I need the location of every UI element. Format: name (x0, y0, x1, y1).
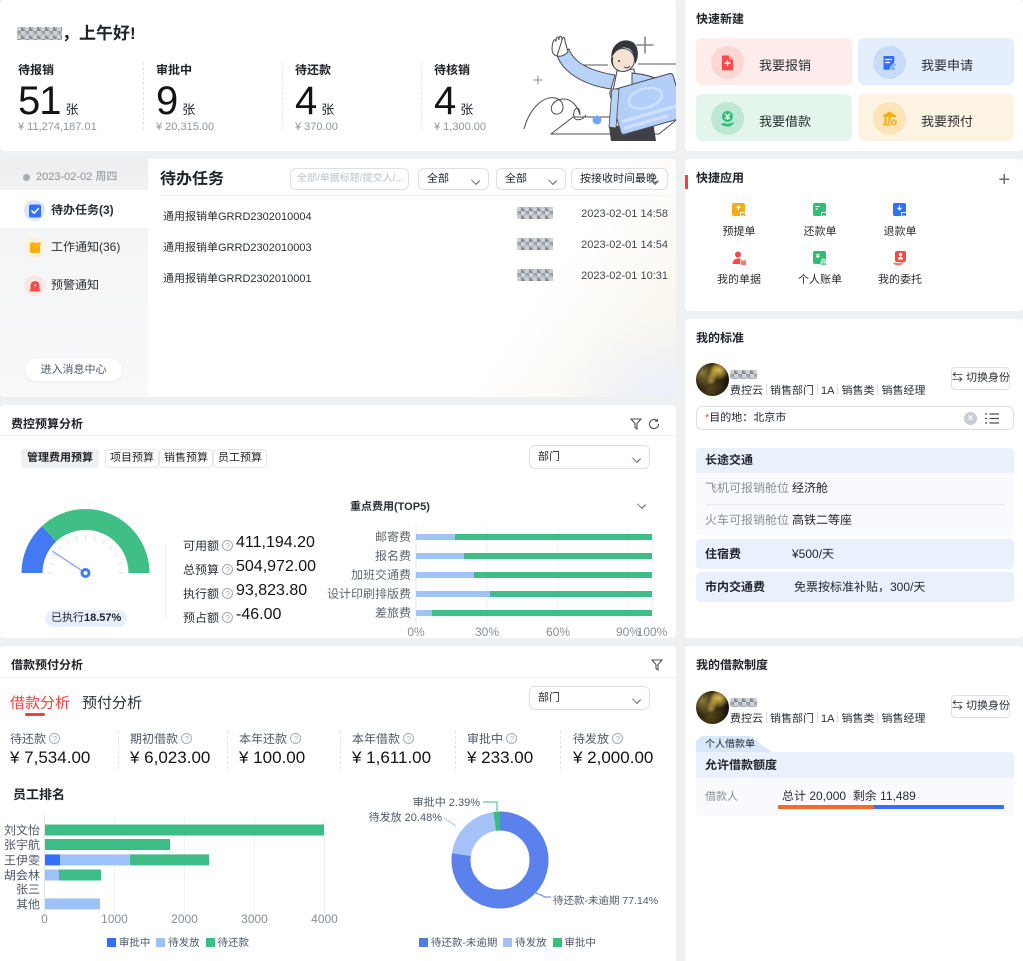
svg-text:张三: 张三 (16, 883, 40, 897)
svg-text:90%: 90% (616, 625, 640, 637)
svg-text:王伊雯: 王伊雯 (4, 853, 40, 867)
svg-text:邮寄费: 邮寄费 (375, 530, 411, 544)
svg-text:差旅费: 差旅费 (375, 606, 411, 620)
svg-text:3000: 3000 (241, 912, 268, 926)
svg-text:审批中 2.39%: 审批中 2.39% (413, 796, 480, 809)
svg-text:¥: ¥ (892, 120, 896, 126)
svg-text:胡会林: 胡会林 (4, 869, 40, 883)
svg-text:100%: 100% (637, 625, 668, 637)
svg-text:其他: 其他 (16, 897, 40, 911)
svg-text:张宇航: 张宇航 (4, 838, 40, 852)
svg-text:0: 0 (41, 912, 48, 926)
svg-text:2000: 2000 (171, 912, 198, 926)
svg-text:待还款-未逾期 77.14%: 待还款-未逾期 77.14% (553, 895, 658, 907)
svg-text:1000: 1000 (101, 912, 128, 926)
svg-text:60%: 60% (546, 625, 570, 637)
svg-text:刘文怡: 刘文怡 (4, 824, 40, 838)
svg-text:4000: 4000 (311, 912, 338, 926)
svg-text:0%: 0% (407, 625, 425, 637)
svg-text:报名费: 报名费 (375, 549, 411, 563)
svg-text:设计印刷排版费: 设计印刷排版费 (327, 587, 411, 601)
svg-text:30%: 30% (475, 625, 499, 637)
svg-text:加班交通费: 加班交通费 (351, 568, 411, 582)
svg-text:待发放 20.48%: 待发放 20.48% (369, 811, 443, 824)
